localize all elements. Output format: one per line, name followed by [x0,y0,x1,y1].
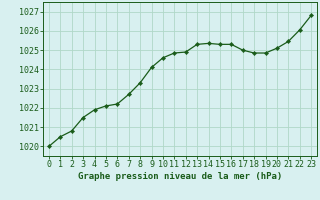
X-axis label: Graphe pression niveau de la mer (hPa): Graphe pression niveau de la mer (hPa) [78,172,282,181]
